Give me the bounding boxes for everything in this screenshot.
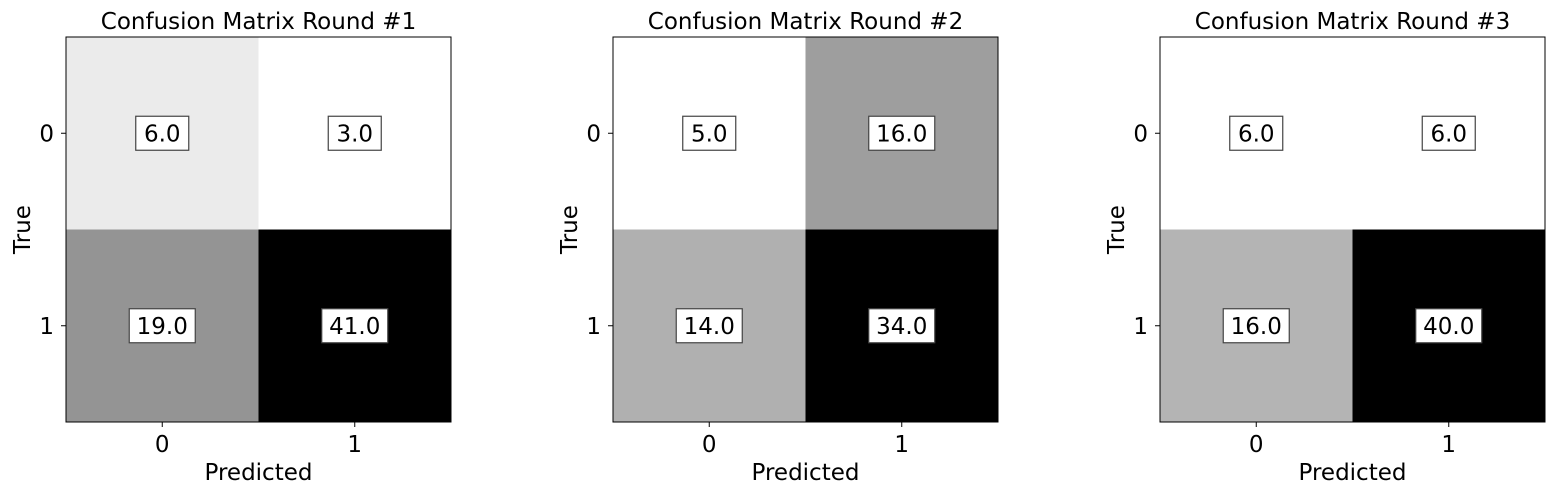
y-tick-label: 0: [1133, 121, 1148, 147]
cell-label-box: [128, 308, 196, 344]
plot-frame: [1159, 36, 1546, 423]
cell-value-label: 5.0: [691, 121, 728, 147]
cell-value-label: 41.0: [329, 314, 380, 340]
x-tick-label: 0: [155, 432, 170, 458]
cell-label-box: [1222, 308, 1290, 344]
cell-value-label: 14.0: [684, 314, 735, 340]
y-tick-label: 1: [586, 314, 601, 340]
x-axis-label: Predicted: [205, 460, 313, 486]
y-tick-label: 1: [39, 314, 54, 340]
plot-frame: [612, 36, 999, 423]
y-axis-label: True: [10, 205, 36, 255]
cell-value-label: 19.0: [137, 314, 188, 340]
x-axis-label: Predicted: [752, 460, 860, 486]
y-axis-label: True: [557, 205, 583, 255]
cell-value-label: 6.0: [144, 121, 181, 147]
x-axis-label: Predicted: [1299, 460, 1407, 486]
x-tick-label: 1: [1441, 432, 1456, 458]
y-tick-label: 0: [39, 121, 54, 147]
cell-label-box: [682, 115, 737, 151]
x-tick-label: 1: [894, 432, 909, 458]
cell-value-label: 16.0: [1231, 314, 1282, 340]
cell-value-label: 34.0: [876, 314, 927, 340]
plot-frame: [65, 36, 452, 423]
y-tick-label: 1: [1133, 314, 1148, 340]
y-tick-label: 0: [586, 121, 601, 147]
cell-value-label: 16.0: [876, 121, 927, 147]
chart-title: Confusion Matrix Round #1: [101, 9, 416, 35]
chart-title: Confusion Matrix Round #3: [1195, 9, 1510, 35]
cell-value-label: 3.0: [336, 121, 373, 147]
cell-label-box: [1229, 115, 1284, 151]
cell-label-box: [868, 308, 936, 344]
confusion-matrix-panel-1: 6.0 3.0 19.0 41.0 Confusion Matrix Round #1 0…: [10, 9, 452, 486]
confusion-matrix-panel-3: 6.0 6.0 16.0 40.0 Confusion Matrix Round #3 0…: [1104, 9, 1546, 486]
cell-label-box: [868, 115, 936, 151]
cell-label-box: [321, 308, 389, 344]
cell-label-box: [1415, 308, 1483, 344]
cell-label-box: [1421, 115, 1476, 151]
cell-label-box: [675, 308, 743, 344]
cell-value-label: 6.0: [1238, 121, 1275, 147]
x-tick-label: 0: [1249, 432, 1264, 458]
chart-title: Confusion Matrix Round #2: [648, 9, 963, 35]
cell-value-label: 6.0: [1430, 121, 1467, 147]
y-axis-label: True: [1104, 205, 1130, 255]
x-tick-label: 0: [702, 432, 717, 458]
cell-label-box: [135, 115, 190, 151]
x-tick-label: 1: [347, 432, 362, 458]
confusion-matrix-panel-2: 5.0 16.0 14.0 34.0 Confusion Matrix Round #2…: [557, 9, 999, 486]
cell-label-box: [327, 115, 382, 151]
cell-value-label: 40.0: [1423, 314, 1474, 340]
